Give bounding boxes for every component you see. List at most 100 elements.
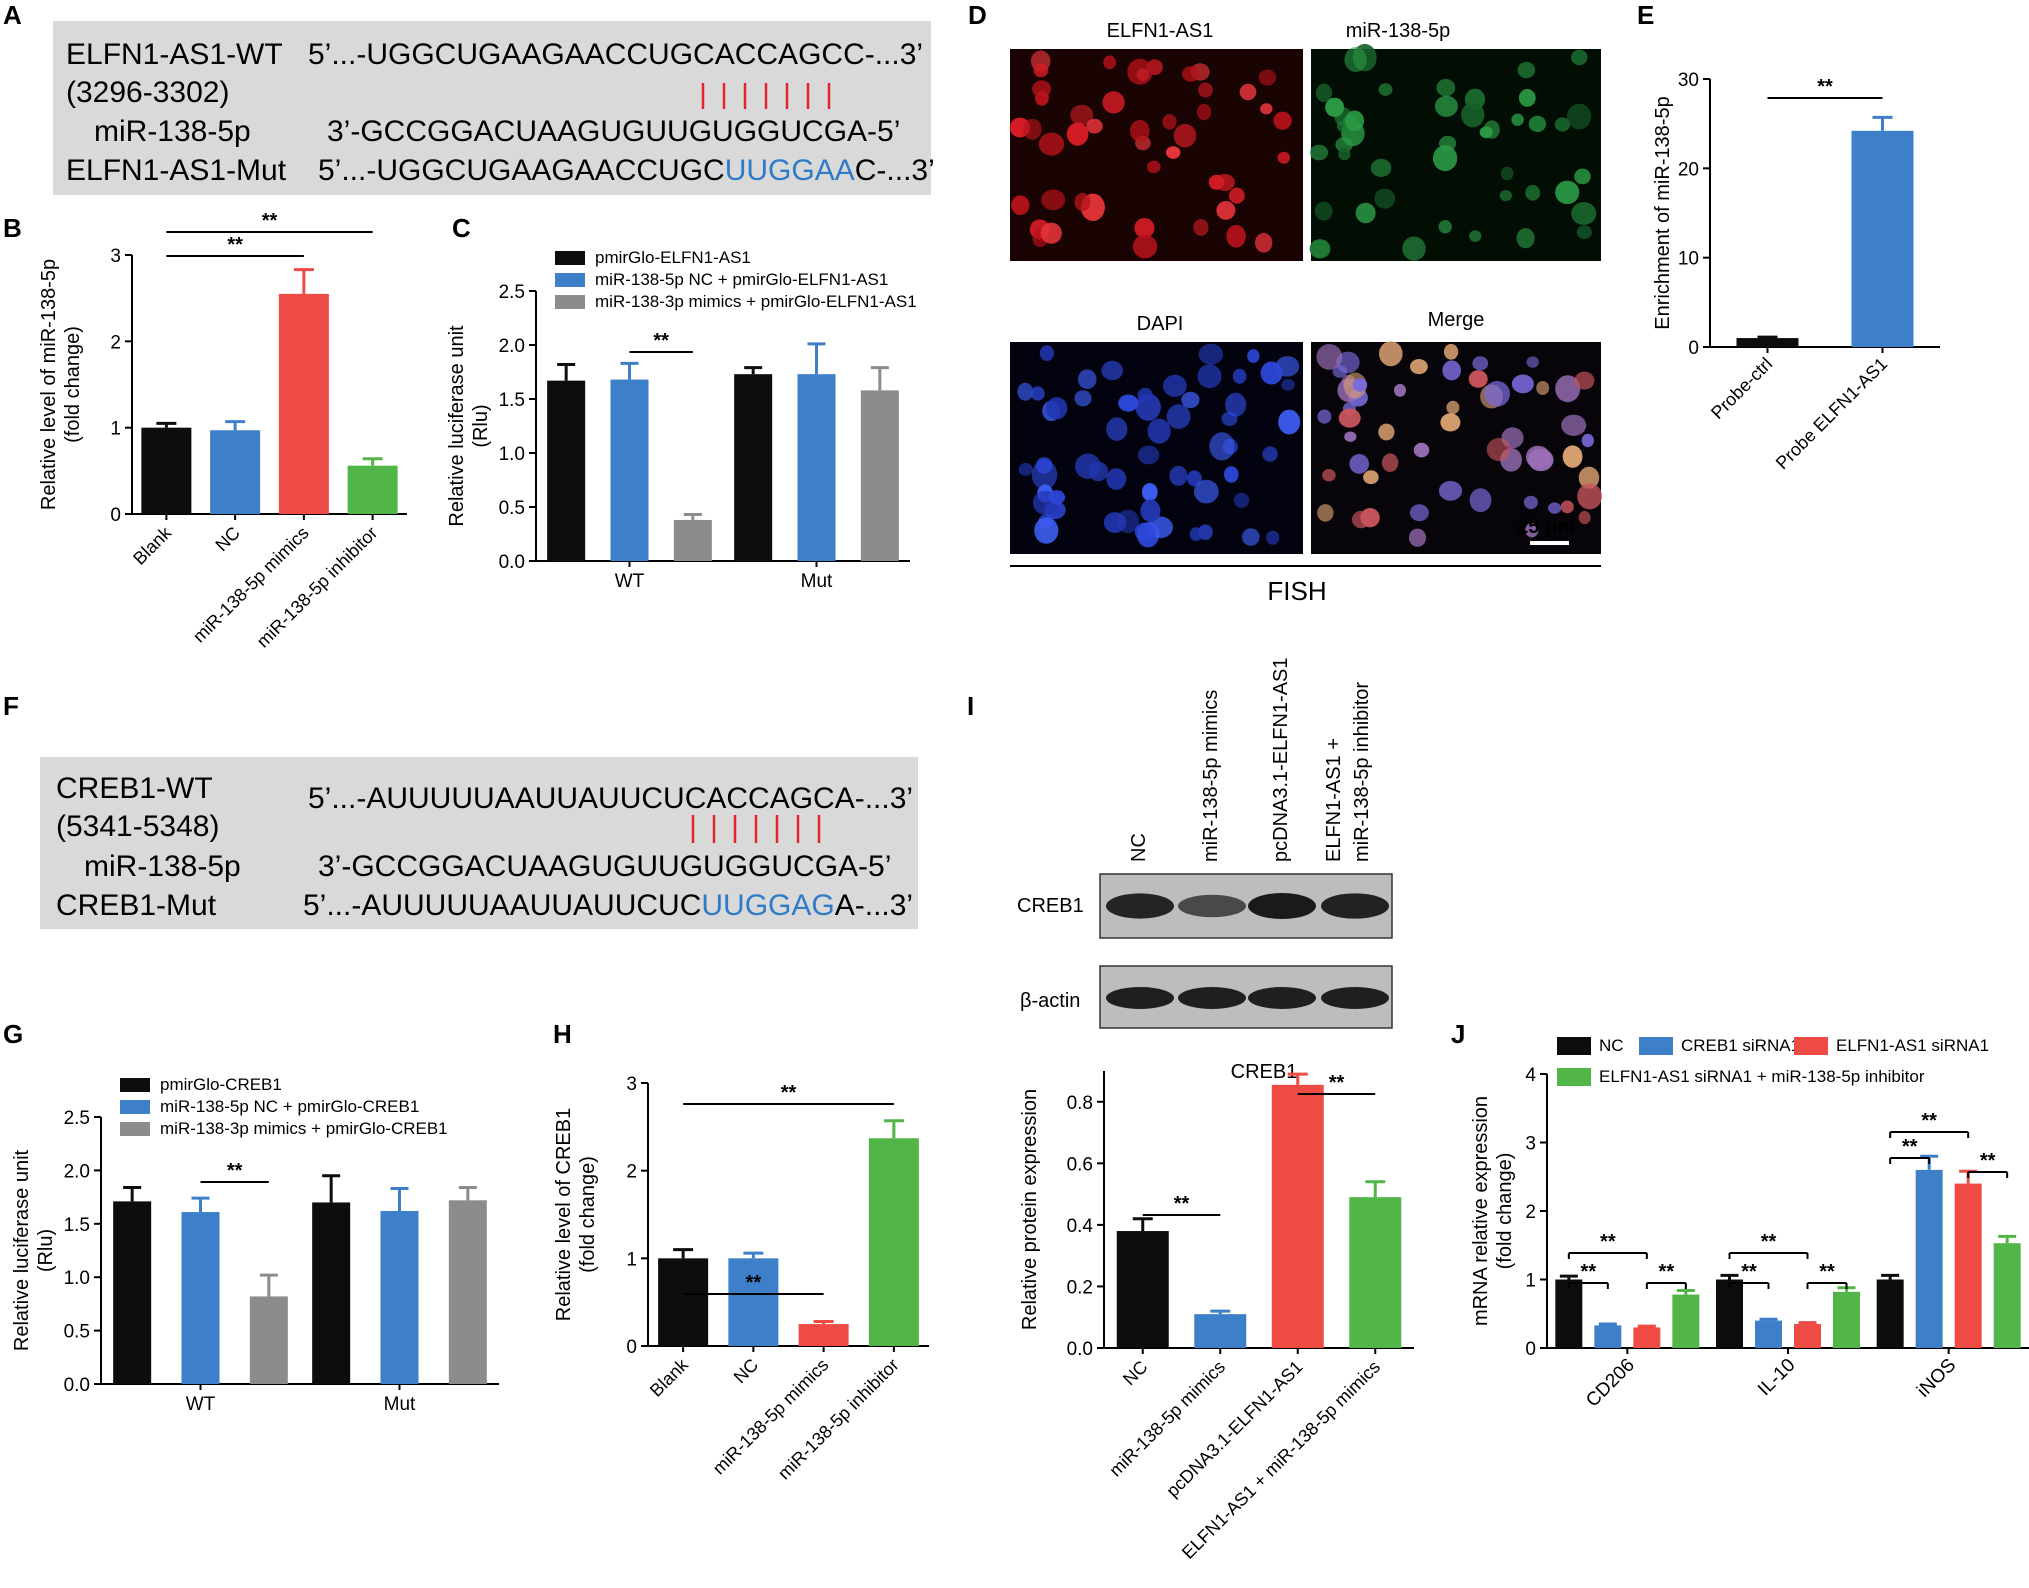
cell-nucleus bbox=[1440, 413, 1461, 432]
cell-nucleus bbox=[1033, 63, 1049, 78]
significance-label: ** bbox=[227, 1160, 243, 1182]
cell-nucleus bbox=[1378, 83, 1393, 96]
y-tick-label: 0 bbox=[626, 1337, 637, 1358]
y-tick-label: 0.2 bbox=[1067, 1277, 1093, 1298]
significance-label: ** bbox=[1741, 1261, 1757, 1283]
cell-nucleus bbox=[1166, 404, 1191, 429]
cell-nucleus bbox=[1038, 132, 1065, 156]
chart-panel-h: 0 1 2 3 Relative level of CREB1 (fold change)… bbox=[553, 1074, 929, 1483]
bar bbox=[347, 465, 398, 514]
bar bbox=[1194, 1314, 1247, 1348]
cell-nucleus bbox=[1262, 446, 1278, 462]
bar bbox=[1672, 1294, 1700, 1348]
seq-mutated-bases: UUGGAA bbox=[725, 154, 855, 187]
cell-nucleus bbox=[1335, 137, 1353, 153]
cell-nucleus bbox=[1352, 510, 1370, 529]
bar bbox=[547, 380, 586, 561]
seq-prefix: 5’...-AUUUUUAAUUAUUCUC bbox=[303, 889, 701, 922]
blot-lane-label: pcDNA3.1-ELFN1-AS1 bbox=[1270, 657, 1292, 862]
cell-nucleus bbox=[1039, 345, 1055, 361]
cell-nucleus bbox=[1439, 135, 1457, 152]
cell-nucleus bbox=[1193, 219, 1209, 236]
y-axis-label: Relative luciferase unit bbox=[11, 1149, 33, 1351]
cell-nucleus bbox=[1132, 234, 1158, 259]
legend-label: CREB1 siRNA1 bbox=[1681, 1036, 1800, 1055]
cell-nucleus bbox=[1409, 504, 1429, 522]
x-tick-label: Blank bbox=[129, 522, 176, 569]
x-tick-label: miR-138-5p mimics bbox=[709, 1355, 833, 1479]
cell-nucleus bbox=[1141, 483, 1158, 502]
y-tick-label: 20 bbox=[1678, 159, 1699, 180]
legend-swatch bbox=[1557, 1037, 1591, 1055]
cell-nucleus bbox=[1578, 510, 1591, 525]
bar bbox=[658, 1258, 709, 1346]
y-tick-label: 1.5 bbox=[499, 390, 525, 411]
y-axis-label: (fold change) bbox=[1494, 1153, 1516, 1270]
blot-band-creb1 bbox=[1106, 893, 1174, 919]
bar bbox=[113, 1201, 152, 1384]
fish-label-mir-138-5p: miR-138-5p bbox=[1346, 20, 1450, 42]
cell-nucleus bbox=[1338, 408, 1361, 428]
cell-nucleus bbox=[1374, 188, 1396, 209]
sequence-box-background bbox=[40, 757, 918, 929]
bar bbox=[1993, 1243, 2021, 1348]
cell-nucleus bbox=[1273, 111, 1292, 130]
cell-nucleus bbox=[1370, 158, 1392, 177]
panel-label-a: A bbox=[3, 0, 22, 30]
cell-nucleus bbox=[1011, 195, 1030, 215]
cell-nucleus bbox=[1103, 512, 1127, 533]
cell-nucleus bbox=[1169, 465, 1188, 486]
bar bbox=[673, 519, 712, 561]
cell-nucleus bbox=[1147, 160, 1161, 174]
significance-label: ** bbox=[1817, 76, 1833, 98]
significance-label: ** bbox=[1581, 1261, 1597, 1283]
y-axis-label: Relative level of CREB1 bbox=[553, 1108, 575, 1321]
cell-nucleus bbox=[1224, 466, 1239, 483]
panel-label-j: J bbox=[1451, 1019, 1465, 1049]
legend-label: pmirGlo-CREB1 bbox=[160, 1075, 282, 1094]
y-tick-label: 0.5 bbox=[64, 1322, 90, 1343]
cell-nucleus bbox=[1410, 359, 1428, 375]
cell-nucleus bbox=[1511, 113, 1524, 126]
cell-nucleus bbox=[1046, 397, 1068, 420]
legend-swatch bbox=[1557, 1068, 1591, 1086]
cell-nucleus bbox=[1484, 381, 1510, 407]
significance-label: ** bbox=[781, 1082, 797, 1104]
chart-panel-c: 0.0 0.5 1.0 1.5 2.0 2.5 Relative luciferase un… bbox=[446, 248, 917, 592]
x-tick-label: WT bbox=[615, 571, 645, 592]
cell-nucleus bbox=[1017, 382, 1034, 401]
x-tick-label: miR-138-5p inhibitor bbox=[774, 1355, 903, 1484]
y-tick-label: 3 bbox=[110, 246, 121, 267]
bar bbox=[1833, 1291, 1860, 1348]
cell-nucleus bbox=[1196, 103, 1212, 121]
legend-label: pmirGlo-ELFN1-AS1 bbox=[595, 248, 751, 267]
cell-nucleus bbox=[1209, 432, 1235, 461]
blot-band-creb1 bbox=[1248, 893, 1316, 919]
cell-nucleus bbox=[1198, 82, 1213, 98]
seq-row-name: CREB1-Mut bbox=[56, 889, 217, 922]
bar bbox=[798, 1324, 849, 1346]
y-tick-label: 2 bbox=[110, 332, 121, 353]
seq-row-sequence: 5’...-UGGCUGAAGAACCUGCUUGGAAC-...3’ bbox=[318, 154, 935, 187]
cell-nucleus bbox=[1130, 119, 1150, 142]
cell-nucleus bbox=[1518, 89, 1536, 107]
seq-row-name: miR-138-5p bbox=[84, 850, 241, 883]
y-tick-label: 4 bbox=[1525, 1065, 1536, 1086]
x-tick-label: iNOS bbox=[1913, 1355, 1960, 1402]
y-tick-label: 0.8 bbox=[1067, 1093, 1093, 1114]
cell-nucleus bbox=[1379, 341, 1403, 367]
cell-nucleus bbox=[1216, 201, 1236, 220]
x-tick-label: NC bbox=[1119, 1357, 1152, 1390]
significance-label: ** bbox=[1659, 1261, 1675, 1283]
cell-nucleus bbox=[1118, 394, 1139, 412]
bar bbox=[141, 427, 192, 514]
cell-nucleus bbox=[1511, 374, 1534, 394]
cell-nucleus bbox=[1134, 218, 1155, 238]
cell-nucleus bbox=[1226, 225, 1246, 248]
cell-nucleus bbox=[1554, 117, 1571, 132]
fish-image-elfn1-as1 bbox=[1010, 49, 1303, 261]
seq-prefix: 5’...-UGGCUGAAGAACCUGC bbox=[318, 154, 725, 187]
cell-nucleus bbox=[1221, 411, 1238, 426]
fish-label-dapi: DAPI bbox=[1137, 313, 1184, 335]
x-tick-label: pcDNA3.1-ELFN1-AS1 bbox=[1162, 1357, 1306, 1501]
